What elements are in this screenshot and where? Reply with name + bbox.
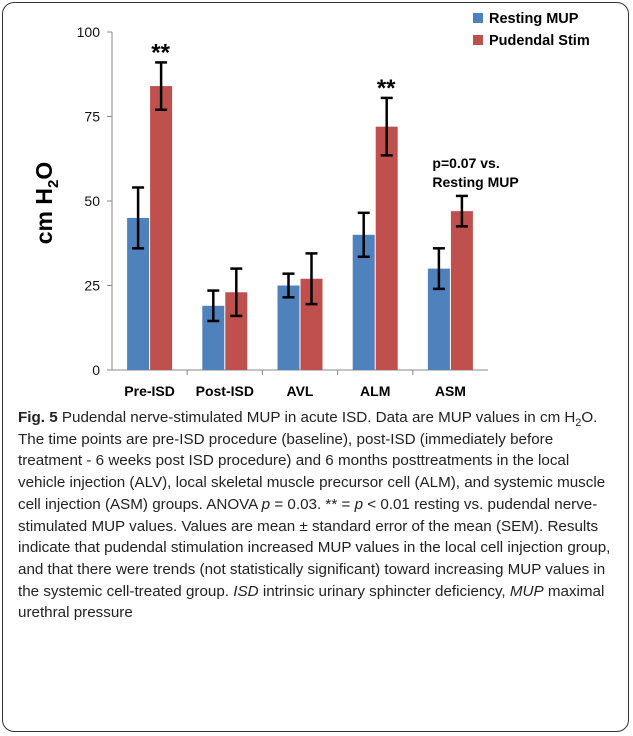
caption-text-3: = 0.03. ** = [270,495,355,513]
bar-pudendal-alm [375,126,398,370]
caption-text-5: intrinsic urinary sphincter deficiency, [258,582,510,600]
bar-resting-avl [277,285,300,370]
bar-pudendal-avl [300,278,323,370]
x-tick-label-pre-isd: Pre-ISD [124,383,175,399]
caption-abbrev-mup: MUP [509,582,544,600]
caption-abbrev-isd: ISD [233,582,259,600]
y-tick-label-75: 75 [84,109,100,125]
x-tick-label-alm: ALM [360,383,390,399]
caption-text-6: maximal urethral pressure [18,582,605,622]
significance-marker-alm: ** [377,75,396,102]
annotation-asm-line-2: Resting MUP [432,174,518,190]
caption-p-2: p [354,495,364,513]
y-tick-label-0: 0 [92,362,100,378]
caption-p-1: p [261,495,271,513]
caption-text-1: Pudendal nerve-stimulated MUP in acute I… [57,409,576,426]
x-tick-label-avl: AVL [287,383,314,399]
annotation-asm-line-1: p=0.07 vs. [432,155,499,171]
caption-text-4: < 0.01 resting vs. pudendal nerve-stimul… [18,495,611,600]
y-axis-label: cm H2O [31,162,62,244]
legend-label-resting: Resting MUP [489,11,579,27]
bar-resting-alm [352,234,375,370]
y-tick-label-25: 25 [84,278,100,294]
bar-pudendal-pre-isd [150,86,173,370]
y-tick-label-50: 50 [84,193,100,209]
caption-label: Fig. 5 [18,409,58,426]
bar-pudendal-asm [450,211,473,370]
x-tick-label-asm: ASM [435,383,466,399]
bar-resting-asm [427,268,450,370]
significance-marker-pre-isd: ** [151,39,170,66]
caption-text-2: O. The time points are pre-ISD procedure… [18,409,606,513]
y-tick-label-100: 100 [77,24,101,40]
caption-subscript: 2 [575,417,582,430]
figure-caption: Fig. 5 Pudendal nerve-stimulated MUP in … [18,407,618,624]
bar-resting-pre-isd [127,217,150,370]
legend-label-pudendal: Pudendal Stim [489,33,590,49]
legend-swatch-resting [473,13,483,23]
legend-swatch-pudendal [473,35,483,45]
x-tick-label-post-isd: Post-ISD [196,383,254,399]
bar-chart: 0 25 50 75 100 cm H2O Pre-ISD Post-ISD AVL ALM ASM… [31,11,590,399]
bar-pudendal-post-isd [225,292,248,370]
